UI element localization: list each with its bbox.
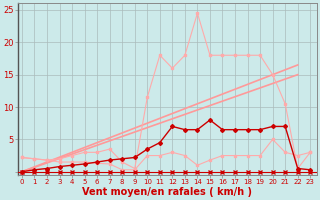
X-axis label: Vent moyen/en rafales ( km/h ): Vent moyen/en rafales ( km/h ) — [82, 187, 252, 197]
